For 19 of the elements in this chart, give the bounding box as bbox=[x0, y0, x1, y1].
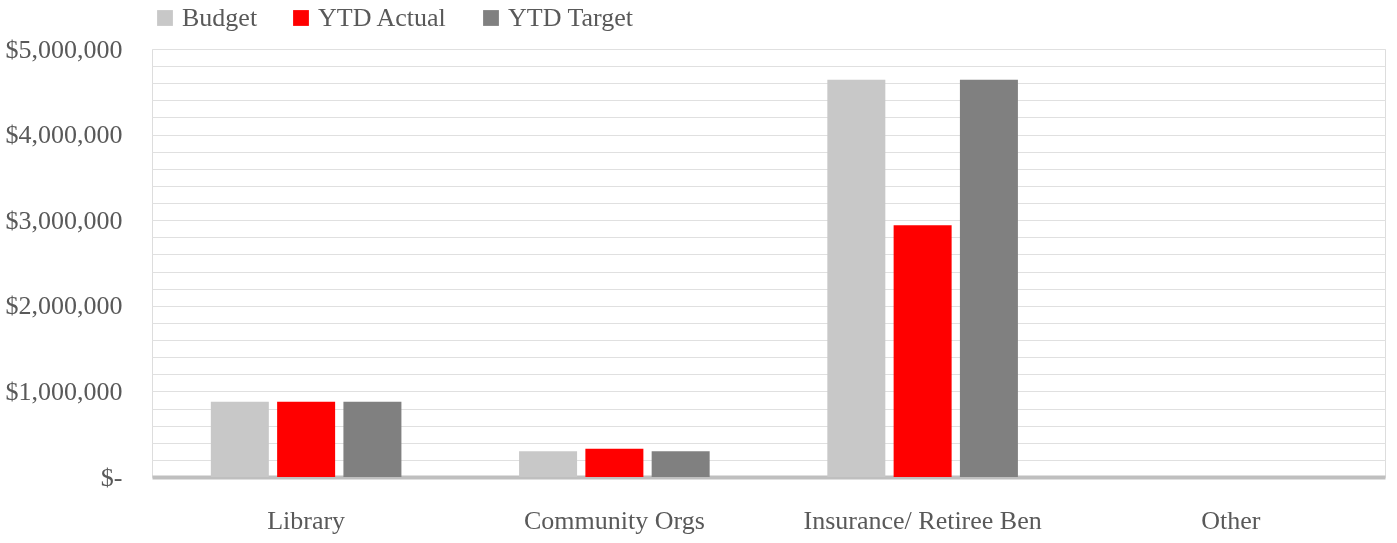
x-tick-label: Library bbox=[267, 505, 346, 535]
bar bbox=[651, 451, 710, 477]
bar bbox=[585, 448, 644, 477]
y-tick-label: $1,000,000 bbox=[5, 376, 123, 406]
y-tick-label: $5,000,000 bbox=[5, 34, 123, 64]
y-tick-label: $4,000,000 bbox=[5, 120, 123, 150]
y-tick-label: $- bbox=[100, 462, 123, 492]
bar bbox=[343, 401, 402, 477]
legend-label: Budget bbox=[182, 3, 258, 32]
bar bbox=[893, 225, 952, 477]
y-tick-label: $2,000,000 bbox=[5, 291, 123, 321]
x-tick-label: Insurance/ Retiree Ben bbox=[803, 505, 1042, 535]
x-tick-label: Community Orgs bbox=[523, 505, 705, 535]
y-tick-label: $3,000,000 bbox=[5, 205, 123, 235]
legend-label: YTD Actual bbox=[318, 3, 446, 32]
legend-label: YTD Target bbox=[508, 3, 634, 32]
x-tick-label: Other bbox=[1201, 505, 1261, 535]
bar bbox=[277, 401, 336, 477]
bar bbox=[959, 79, 1018, 477]
